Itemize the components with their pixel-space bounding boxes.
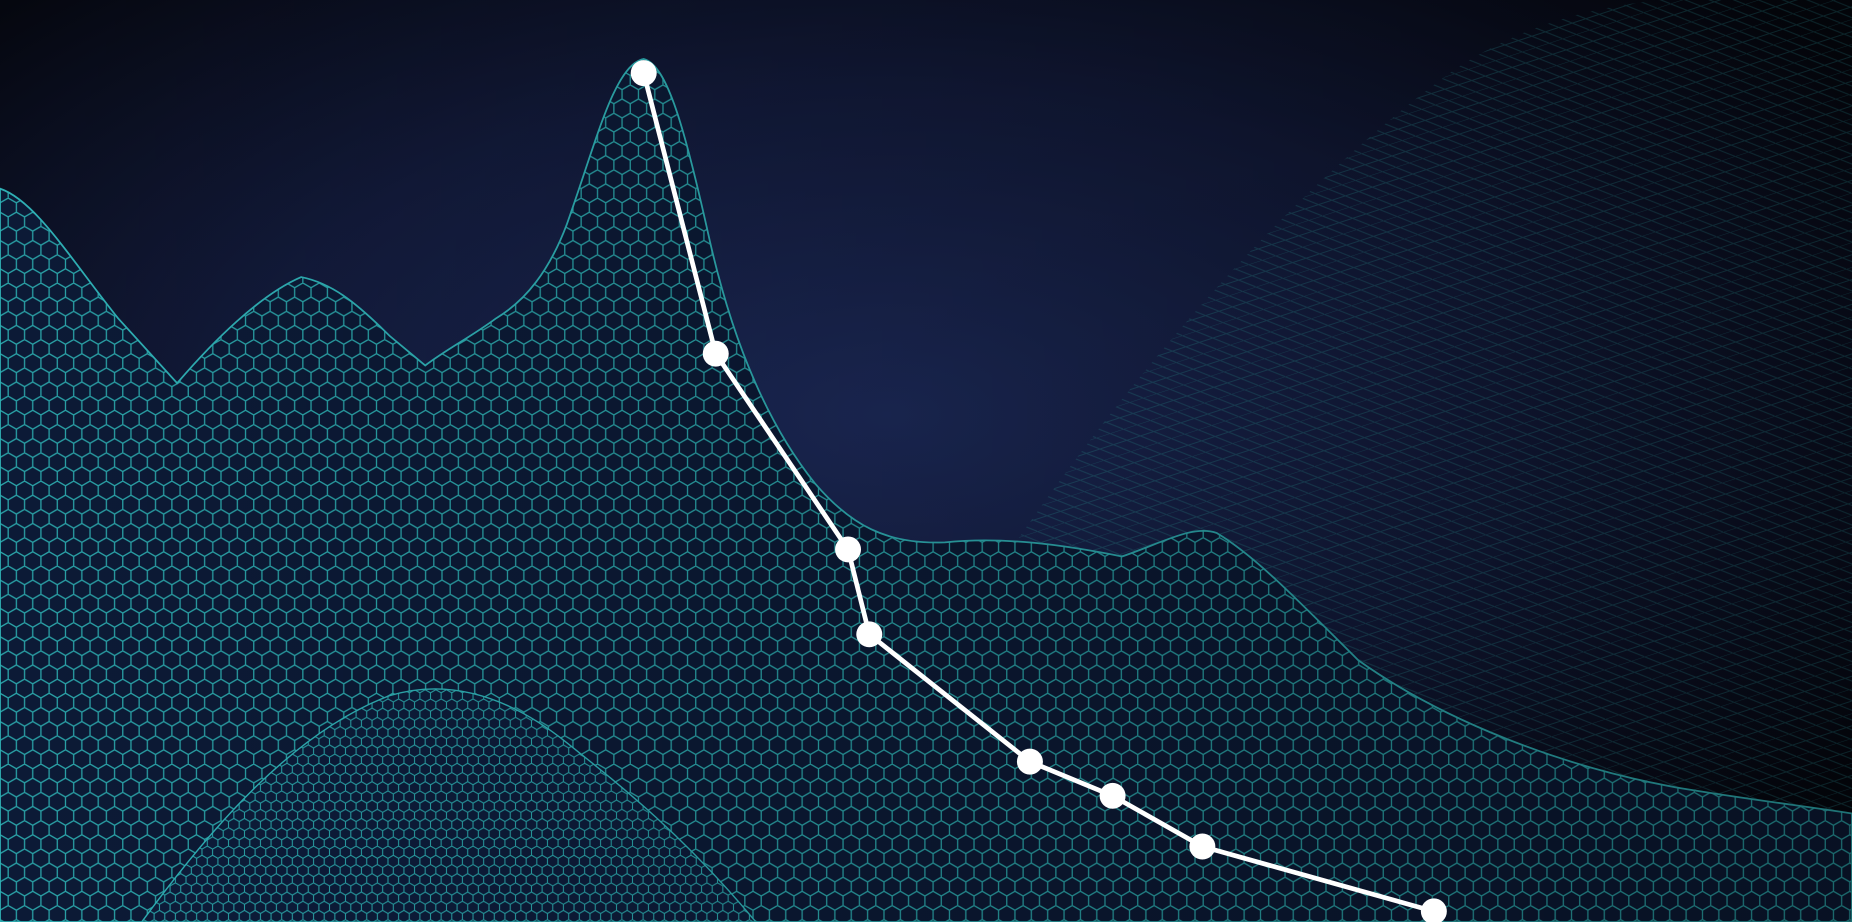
path-point (1420, 898, 1447, 922)
path-point (856, 621, 883, 648)
path-point (702, 340, 729, 367)
path-point (630, 60, 657, 87)
path-point (1099, 782, 1126, 809)
descent-path (641, 72, 1435, 914)
path-point (1189, 833, 1216, 860)
descent-points (630, 60, 1447, 922)
path-point (835, 536, 862, 563)
path-point (1016, 748, 1043, 775)
